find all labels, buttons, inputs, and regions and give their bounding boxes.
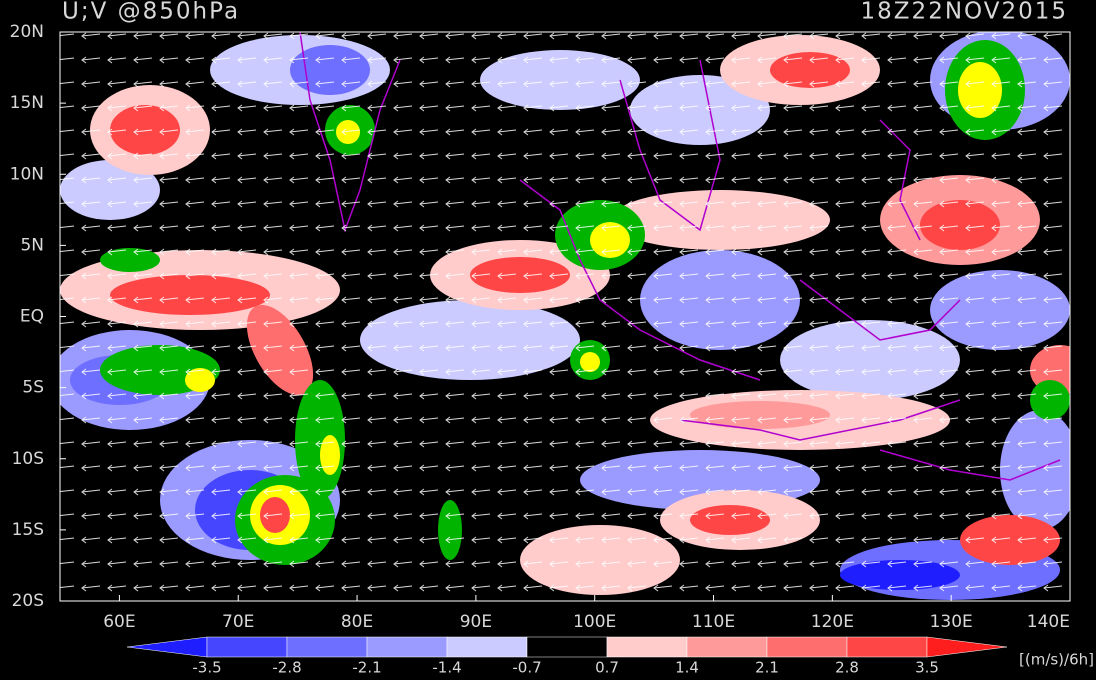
field xyxy=(60,32,1070,601)
lat-label: 15N xyxy=(10,93,44,113)
colorbar-box xyxy=(686,636,768,658)
colorbar-label: 1.4 xyxy=(675,659,699,677)
colorbar-box xyxy=(366,636,448,658)
lat-label: 10N xyxy=(10,164,44,184)
lon-label: 130E xyxy=(930,612,973,632)
wind-vectors xyxy=(60,32,1070,601)
colorbar-low xyxy=(126,636,208,658)
colorbar-box xyxy=(766,636,848,658)
colorbar-label: -2.8 xyxy=(272,659,301,677)
lat-label: 5N xyxy=(20,235,44,255)
colorbar-label: 0.7 xyxy=(595,659,619,677)
lon-label: 70E xyxy=(222,612,254,632)
colorbar-box xyxy=(446,636,528,658)
colorbar-box xyxy=(606,636,688,658)
colorbar-high xyxy=(926,636,1008,658)
colorbar-label: 2.1 xyxy=(755,659,779,677)
colorbar-label: -0.7 xyxy=(512,659,541,677)
lat-label: 20N xyxy=(10,22,44,42)
lat-label: EQ xyxy=(20,307,44,327)
lon-label: 120E xyxy=(811,612,854,632)
colorbar-box xyxy=(846,636,928,658)
colorbar-units: [(m/s)/6h] xyxy=(1019,651,1094,669)
colorbar-box xyxy=(526,636,608,658)
lon-label: 60E xyxy=(103,612,135,632)
lon-label: 100E xyxy=(573,612,616,632)
lon-label: 110E xyxy=(692,612,735,632)
colorbar-label: -1.4 xyxy=(432,659,461,677)
valid-time: 18Z22NOV2015 xyxy=(861,0,1068,25)
lat-label: 5S xyxy=(22,378,44,398)
title: U;V @850hPa xyxy=(62,0,240,25)
colorbar-label: -2.1 xyxy=(352,659,381,677)
lon-label: 80E xyxy=(341,612,373,632)
lat-label: 15S xyxy=(12,520,44,540)
lat-label: 20S xyxy=(12,591,44,611)
colorbar-label: 3.5 xyxy=(915,659,939,677)
colorbar-label: 2.8 xyxy=(835,659,859,677)
colorbar-label: -3.5 xyxy=(192,659,221,677)
lon-label: 90E xyxy=(460,612,492,632)
colorbar-box xyxy=(206,636,288,658)
colorbar-box xyxy=(286,636,368,658)
lon-label: 140E xyxy=(1027,612,1070,632)
lat-label: 10S xyxy=(12,449,44,469)
